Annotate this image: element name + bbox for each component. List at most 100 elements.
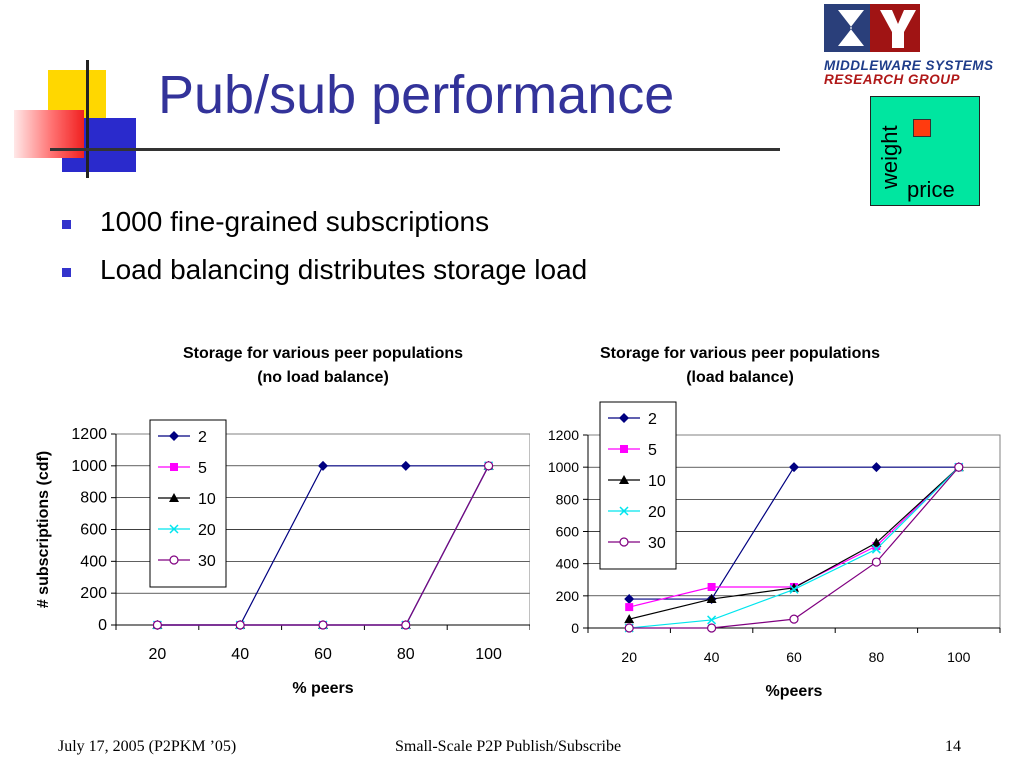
title-underline (50, 148, 780, 151)
msrg-logo: MIDDLEWARE SYSTEMS RESEARCH GROUP (824, 4, 1020, 92)
legend-box (599, 401, 677, 570)
price-label: price (907, 177, 955, 202)
y-tick-label: 400 (80, 553, 107, 570)
legend-marker-10 (169, 493, 179, 502)
data-point-10 (871, 537, 882, 547)
data-point-20 (789, 584, 799, 594)
bullet-item: Load balancing distributes storage load (62, 254, 587, 302)
legend-item-20: 20 (158, 522, 216, 539)
legend-item-2: 2 (158, 429, 207, 446)
legend-label-10: 10 (198, 491, 216, 508)
footer-page-number: 14 (945, 738, 961, 755)
y-tick-label: 800 (556, 491, 580, 507)
data-point-10 (789, 582, 799, 592)
legend-marker-10 (619, 475, 629, 484)
data-point-5 (707, 582, 716, 591)
y-tick-label: 0 (571, 620, 579, 636)
x-axis-label: %peers (766, 683, 823, 700)
y-tick-label: 400 (556, 556, 580, 572)
weight-price-box: weight price (870, 96, 980, 206)
data-point-30 (152, 620, 163, 630)
legend-marker-2 (169, 431, 179, 441)
legend-label-5: 5 (198, 460, 207, 477)
marker-square-icon (913, 119, 931, 137)
series-30 (624, 462, 964, 633)
y-axis-label: # subscriptions (cdf) (35, 451, 52, 608)
data-point-30 (954, 462, 964, 472)
bullet-text: 1000 fine-grained subscriptions (100, 206, 490, 237)
data-point-30 (707, 623, 717, 633)
x-tick-label: 40 (231, 646, 249, 663)
data-point-30 (871, 557, 881, 567)
legend-item-20: 20 (608, 504, 666, 521)
slide-title: Pub/sub performance (158, 65, 675, 125)
y-tick-label: 1200 (71, 426, 107, 443)
legend-box (149, 419, 227, 588)
bullet-list: 1000 fine-grained subscriptions Load bal… (62, 206, 587, 302)
data-point-30 (624, 623, 634, 633)
bullet-text: Load balancing distributes storage load (100, 254, 588, 285)
y-tick-label: 800 (80, 490, 107, 507)
data-point-2 (624, 594, 635, 605)
y-tick-label: 600 (80, 522, 107, 539)
legend-label-2: 2 (198, 429, 207, 446)
legend-marker-30 (169, 555, 179, 565)
y-tick-label: 200 (556, 588, 580, 604)
bullet-square-icon (62, 268, 71, 277)
legend-label-5: 5 (648, 442, 657, 459)
x-tick-label: 20 (149, 646, 167, 663)
logo-text-line2: RESEARCH GROUP (824, 72, 961, 87)
chart-title-line: Storage for various peer populations (183, 345, 463, 362)
series-line-2 (629, 466, 959, 600)
legend-label-2: 2 (648, 411, 657, 428)
data-point-2 (400, 460, 411, 471)
y-tick-label: 0 (98, 617, 107, 634)
data-point-30 (484, 461, 494, 471)
legend-label-10: 10 (648, 473, 666, 490)
y-tick-label: 1000 (71, 458, 107, 475)
legend-marker-2 (619, 413, 629, 423)
msrg-logo-icon (824, 4, 920, 54)
y-tick-label: 1200 (548, 427, 579, 443)
data-point-2 (789, 462, 799, 473)
x-tick-label: 100 (475, 646, 502, 663)
legend-marker-5 (620, 445, 628, 453)
data-point-20 (871, 544, 881, 554)
x-tick-label: 80 (869, 649, 885, 665)
legend-item-30: 30 (608, 535, 666, 552)
x-tick-label: 60 (314, 646, 332, 663)
legend-label-20: 20 (198, 522, 216, 539)
weight-label: weight (877, 125, 902, 189)
x-tick-label: 80 (397, 646, 415, 663)
data-point-20 (707, 615, 717, 625)
x-axis-label: % peers (292, 680, 353, 697)
chart-title-line: (load balance) (686, 369, 794, 386)
legend-label-30: 30 (648, 535, 666, 552)
bullet-square-icon (62, 220, 71, 229)
data-point-30 (235, 620, 245, 630)
title-decoration-vertical-line (86, 60, 89, 178)
footer-date: July 17, 2005 (P2PKM ’05) (58, 738, 237, 755)
data-point-2 (871, 462, 882, 473)
chart-load-balance: Storage for various peer populations (loa… (548, 345, 1001, 700)
data-point-2 (318, 460, 328, 471)
legend-marker-20 (169, 524, 179, 534)
legend-item-30: 30 (158, 553, 216, 570)
legend-label-30: 30 (198, 553, 216, 570)
x-tick-label: 20 (621, 649, 637, 665)
series-30 (152, 461, 494, 630)
chart-no-load-balance: Storage for various peer populations (no … (35, 345, 530, 697)
legend-item-5: 5 (608, 442, 657, 459)
legend-item-10: 10 (608, 473, 666, 490)
chart-title-line: (no load balance) (257, 369, 389, 386)
data-point-10 (624, 614, 635, 624)
logo-text-line1: MIDDLEWARE SYSTEMS (824, 58, 994, 73)
chart-legend: 2 5 10 20 30 (599, 401, 677, 570)
bullet-item: 1000 fine-grained subscriptions (62, 206, 587, 254)
x-tick-label: 100 (947, 649, 971, 665)
series-line-10 (629, 466, 960, 620)
series-line-30 (629, 466, 960, 629)
data-point-5 (625, 603, 634, 612)
y-tick-label: 200 (80, 585, 107, 602)
legend-marker-30 (619, 537, 629, 547)
